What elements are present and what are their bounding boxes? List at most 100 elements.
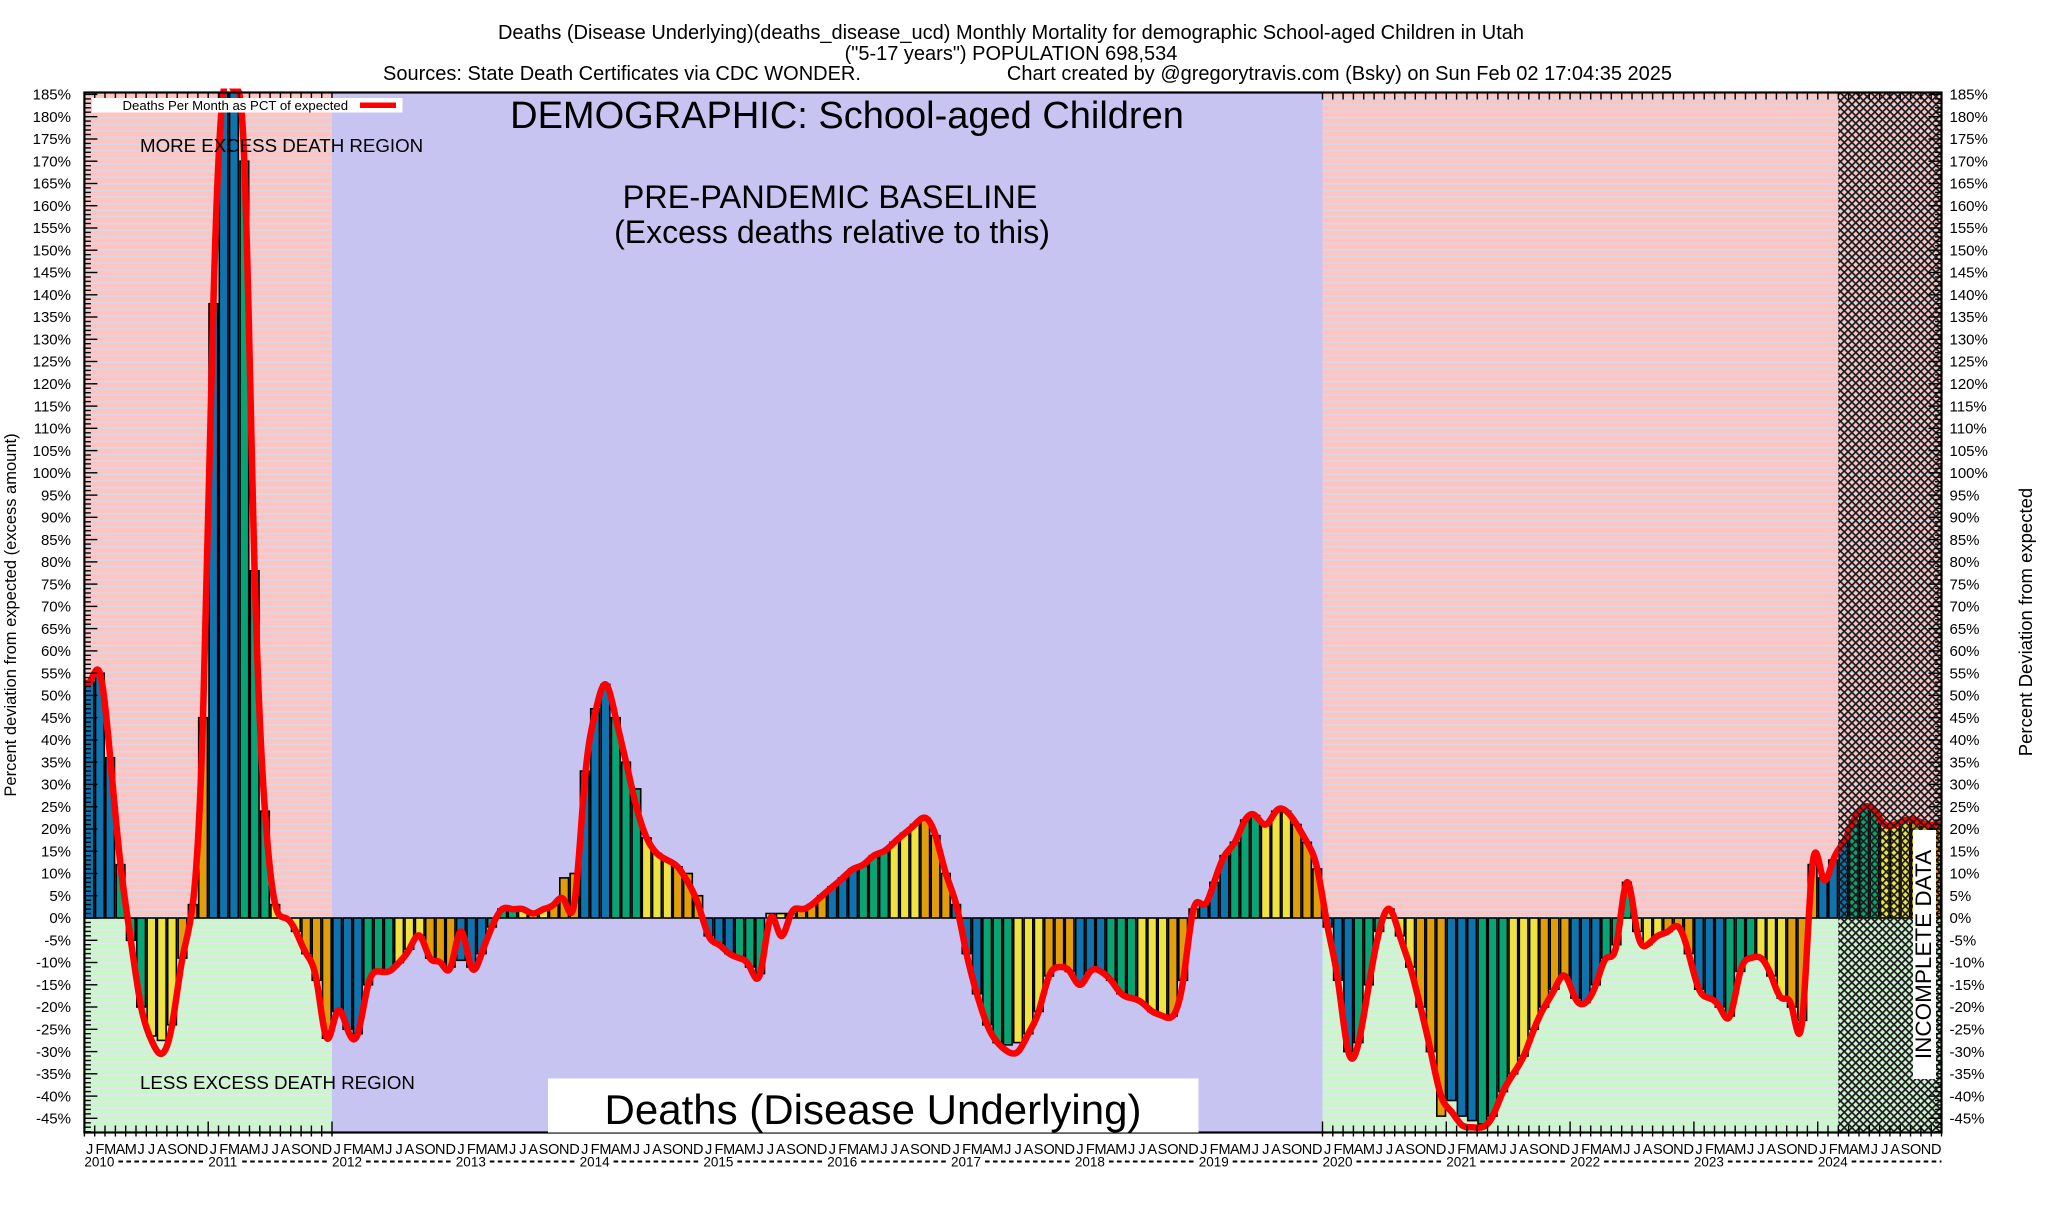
svg-text:S: S (1653, 1142, 1663, 1158)
svg-text:-25%: -25% (1950, 1022, 1985, 1039)
svg-text:A: A (1230, 1142, 1240, 1158)
svg-text:95%: 95% (41, 487, 71, 504)
svg-text:A: A (1643, 1142, 1653, 1158)
svg-text:F: F (1581, 1142, 1590, 1158)
svg-text:M: M (1095, 1142, 1107, 1158)
svg-text:DEMOGRAPHIC: School-aged Child: DEMOGRAPHIC: School-aged Children (510, 95, 1184, 137)
svg-text:J: J (891, 1142, 898, 1158)
svg-text:J: J (829, 1142, 836, 1158)
svg-text:130%: 130% (1950, 332, 1988, 349)
svg-text:J: J (1004, 1142, 1011, 1158)
svg-text:10%: 10% (41, 866, 71, 883)
svg-text:M: M (352, 1142, 364, 1158)
svg-text:5%: 5% (49, 888, 71, 905)
svg-text:D: D (1931, 1142, 1941, 1158)
svg-text:2014: 2014 (580, 1155, 611, 1170)
svg-text:J: J (1633, 1142, 1640, 1158)
svg-text:15%: 15% (1950, 843, 1980, 860)
svg-text:S: S (167, 1142, 177, 1158)
svg-text:J: J (1695, 1142, 1702, 1158)
svg-text:M: M (1590, 1142, 1602, 1158)
svg-text:J: J (261, 1142, 268, 1158)
svg-text:J: J (457, 1142, 464, 1158)
svg-text:D: D (1683, 1142, 1693, 1158)
svg-text:(Excess deaths relative to thi: (Excess deaths relative to this) (614, 214, 1050, 250)
svg-text:A: A (1519, 1142, 1529, 1158)
svg-text:M: M (1714, 1142, 1726, 1158)
svg-text:N: N (1797, 1142, 1807, 1158)
svg-text:185%: 185% (1950, 87, 1988, 104)
svg-text:S: S (786, 1142, 796, 1158)
svg-text:10%: 10% (1950, 866, 1980, 883)
svg-text:J: J (633, 1142, 640, 1158)
svg-text:M: M (723, 1142, 735, 1158)
svg-text:150%: 150% (1950, 242, 1988, 259)
svg-text:A: A (900, 1142, 910, 1158)
svg-text:135%: 135% (33, 309, 71, 326)
svg-text:-5%: -5% (44, 933, 71, 950)
svg-text:O: O (548, 1142, 559, 1158)
svg-text:M: M (1239, 1142, 1251, 1158)
svg-text:N: N (435, 1142, 445, 1158)
svg-text:J: J (757, 1142, 764, 1158)
svg-text:-35%: -35% (1950, 1066, 1985, 1083)
svg-text:2023: 2023 (1694, 1155, 1724, 1170)
svg-text:20%: 20% (41, 821, 71, 838)
svg-text:N: N (1054, 1142, 1064, 1158)
svg-text:2015: 2015 (703, 1155, 733, 1170)
svg-text:115%: 115% (34, 398, 71, 415)
svg-text:J: J (1499, 1142, 1506, 1158)
svg-text:J: J (1076, 1142, 1083, 1158)
svg-text:D: D (445, 1142, 455, 1158)
svg-text:45%: 45% (1950, 710, 1980, 727)
svg-text:-15%: -15% (36, 977, 71, 994)
svg-text:M: M (991, 1142, 1003, 1158)
svg-text:N: N (1549, 1142, 1559, 1158)
svg-text:85%: 85% (1950, 532, 1980, 549)
svg-text:D: D (198, 1142, 208, 1158)
svg-text:J: J (1324, 1142, 1331, 1158)
svg-text:-10%: -10% (1950, 955, 1985, 972)
svg-text:35%: 35% (1950, 754, 1980, 771)
svg-text:155%: 155% (1950, 220, 1988, 237)
svg-text:100%: 100% (33, 465, 71, 482)
svg-text:2019: 2019 (1199, 1155, 1229, 1170)
svg-text:20%: 20% (1950, 821, 1980, 838)
svg-text:J: J (137, 1142, 144, 1158)
svg-text:100%: 100% (1950, 465, 1988, 482)
svg-text:Deaths (Disease Underlying)(de: Deaths (Disease Underlying)(deaths_disea… (498, 22, 1524, 44)
svg-text:S: S (415, 1142, 425, 1158)
svg-text:J: J (1386, 1142, 1393, 1158)
svg-text:-45%: -45% (1950, 1111, 1985, 1128)
svg-text:N: N (683, 1142, 693, 1158)
svg-text:175%: 175% (1950, 131, 1988, 148)
svg-text:D: D (817, 1142, 827, 1158)
svg-text:180%: 180% (1950, 109, 1988, 126)
svg-text:2022: 2022 (1570, 1155, 1600, 1170)
svg-text:O: O (920, 1142, 931, 1158)
svg-text:A: A (1890, 1142, 1900, 1158)
svg-text:-15%: -15% (1950, 977, 1985, 994)
svg-text:J: J (1128, 1142, 1135, 1158)
svg-text:Chart created by @gregorytravi: Chart created by @gregorytravis.com (Bsk… (1007, 63, 1672, 85)
svg-text:M: M (104, 1142, 116, 1158)
svg-text:S: S (1901, 1142, 1911, 1158)
svg-text:J: J (1757, 1142, 1764, 1158)
svg-text:A: A (776, 1142, 786, 1158)
svg-text:J: J (509, 1142, 516, 1158)
svg-text:M: M (496, 1142, 508, 1158)
svg-text:M: M (868, 1142, 880, 1158)
svg-text:90%: 90% (1950, 510, 1980, 527)
svg-text:O: O (301, 1142, 312, 1158)
svg-text:75%: 75% (41, 576, 71, 593)
svg-text:S: S (539, 1142, 549, 1158)
svg-text:M: M (1734, 1142, 1746, 1158)
svg-text:M: M (1610, 1142, 1622, 1158)
svg-text:-40%: -40% (1950, 1088, 1985, 1105)
svg-text:55%: 55% (41, 665, 71, 682)
svg-text:D: D (1560, 1142, 1570, 1158)
svg-text:MORE EXCESS DEATH REGION: MORE EXCESS DEATH REGION (140, 135, 423, 156)
svg-text:M: M (1837, 1142, 1849, 1158)
svg-text:A: A (1766, 1142, 1776, 1158)
svg-text:S: S (1529, 1142, 1539, 1158)
